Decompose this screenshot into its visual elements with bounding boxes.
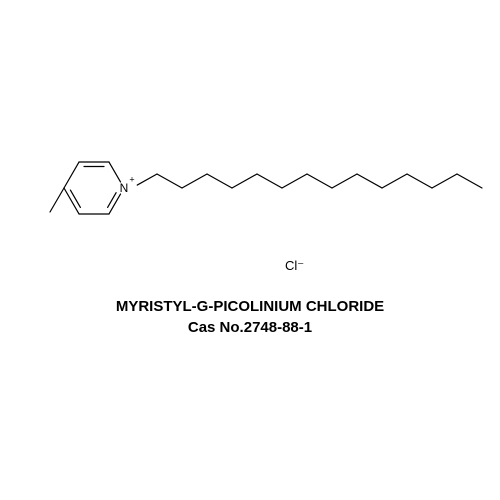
compound-name: MYRISTYL-G-PICOLINIUM CHLORIDE (0, 296, 500, 317)
svg-text:N: N (120, 181, 129, 195)
molecule-diagram: N+ (0, 0, 500, 500)
cas-number: Cas No.2748-88-1 (0, 317, 500, 338)
compound-labels: MYRISTYL-G-PICOLINIUM CHLORIDE Cas No.27… (0, 296, 500, 338)
svg-text:+: + (129, 174, 134, 184)
counterion-label: Cl⁻ (285, 258, 304, 274)
